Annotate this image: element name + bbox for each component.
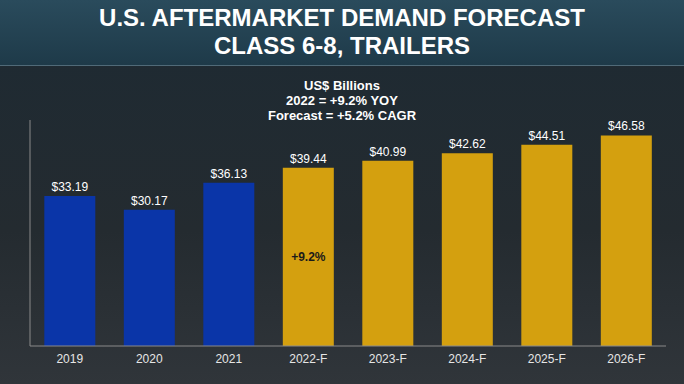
svg-text:2020: 2020 (136, 352, 163, 366)
svg-text:+9.2%: +9.2% (291, 250, 326, 264)
svg-text:2026-F: 2026-F (607, 352, 645, 366)
svg-text:2024-F: 2024-F (448, 352, 486, 366)
svg-text:$46.58: $46.58 (608, 119, 645, 133)
svg-text:$30.17: $30.17 (131, 194, 168, 208)
svg-text:2022-F: 2022-F (289, 352, 327, 366)
svg-text:$40.99: $40.99 (369, 145, 406, 159)
html-text:2022 = +9.2% YOY: 2022 = +9.2% YOY (286, 93, 398, 108)
svg-text:$33.19: $33.19 (51, 180, 88, 194)
svg-text:2023-F: 2023-F (369, 352, 407, 366)
svg-text:$36.13: $36.13 (210, 167, 247, 181)
svg-text:2019: 2019 (56, 352, 83, 366)
svg-text:2025-F: 2025-F (528, 352, 566, 366)
svg-text:2021: 2021 (215, 352, 242, 366)
svg-text:$39.44: $39.44 (290, 152, 327, 166)
svg-text:$42.62: $42.62 (449, 137, 486, 151)
html-text:Forecast = +5.2% CAGR: Forecast = +5.2% CAGR (267, 108, 417, 123)
svg-text:$44.51: $44.51 (528, 129, 565, 143)
html-text:US$ Billions: US$ Billions (304, 78, 380, 93)
html-text:U.S. AFTERMARKET DEMAND FORECA: U.S. AFTERMARKET DEMAND FORECAST CLASS 6… (99, 4, 585, 59)
